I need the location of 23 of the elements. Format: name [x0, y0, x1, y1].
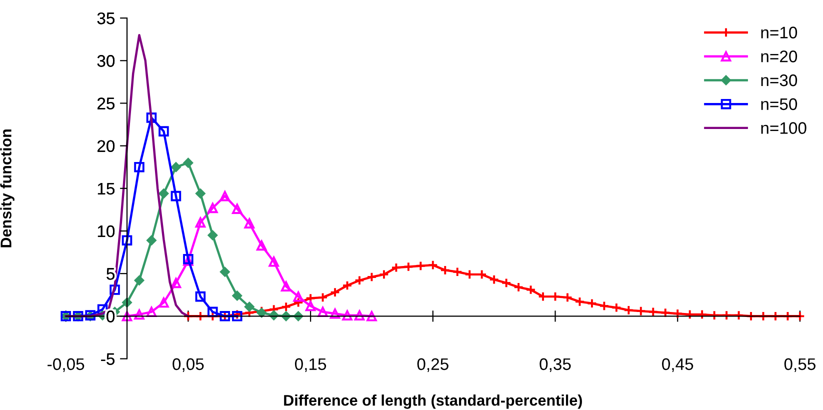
x-tick-label: 0,15	[294, 358, 326, 372]
x-axis-title: Difference of length (standard-percentile)	[284, 394, 582, 409]
y-tick-label: 5	[106, 268, 115, 280]
x-tick-label: 0,35	[540, 358, 571, 372]
legend-label: n=100	[761, 122, 806, 134]
legend-label: n=10	[761, 26, 798, 38]
legend-label: n=50	[761, 98, 798, 110]
x-tick-label: 0,55	[784, 358, 816, 372]
y-tick-label: 15	[98, 182, 115, 195]
y-tick-label: 0	[106, 310, 115, 322]
y-tick-label: 10	[98, 225, 115, 238]
legend-label: n=30	[761, 74, 798, 86]
y-tick-label: 25	[98, 98, 115, 110]
y-tick-label: -5	[101, 353, 115, 365]
legend-label: n=20	[761, 50, 798, 62]
x-tick-label: 0,05	[172, 358, 204, 372]
x-tick-label: -0,05	[48, 358, 84, 372]
y-tick-label: 30	[97, 55, 115, 67]
x-tick-label: 0,25	[417, 358, 448, 372]
x-tick-label: 0,45	[662, 358, 694, 372]
y-axis-title: Density function	[0, 129, 14, 248]
y-tick-label: 35	[97, 12, 115, 24]
y-tick-label: 20	[98, 140, 115, 152]
